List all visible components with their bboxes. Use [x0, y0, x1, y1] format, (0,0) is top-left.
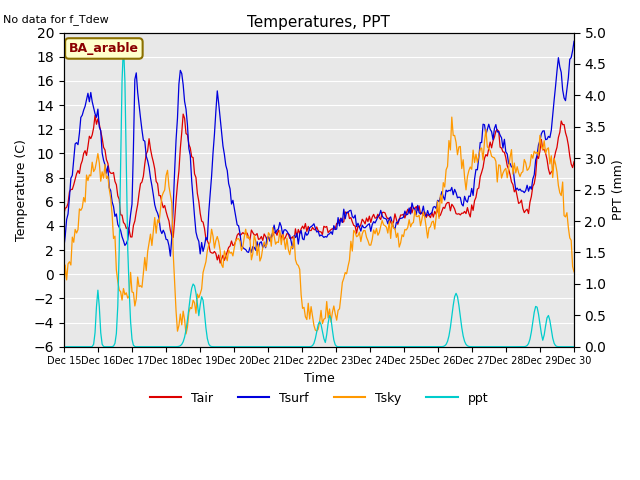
- Y-axis label: Temperature (C): Temperature (C): [15, 139, 28, 240]
- X-axis label: Time: Time: [303, 372, 334, 385]
- Legend: Tair, Tsurf, Tsky, ppt: Tair, Tsurf, Tsky, ppt: [145, 386, 493, 409]
- Title: Temperatures, PPT: Temperatures, PPT: [248, 15, 390, 30]
- Y-axis label: PPT (mm): PPT (mm): [612, 159, 625, 220]
- Text: No data for f_Tdew: No data for f_Tdew: [3, 14, 109, 25]
- Text: BA_arable: BA_arable: [69, 42, 139, 55]
